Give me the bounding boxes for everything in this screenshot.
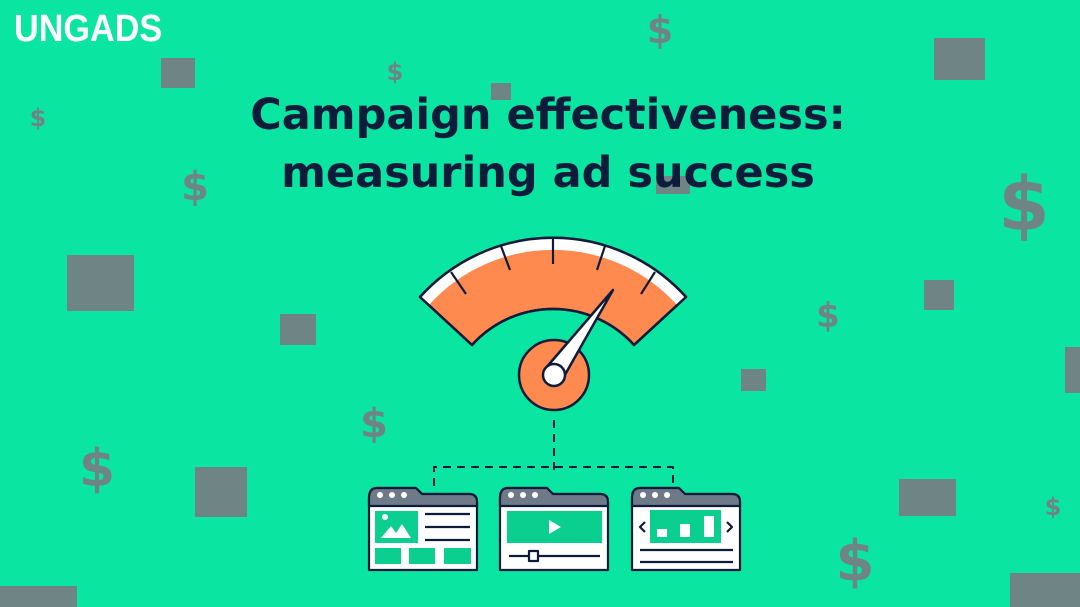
title-line-2: measuring ad success [281,148,815,198]
dollar-icon: $ [998,162,1050,248]
ungads-logo: UNGADS [14,8,163,50]
video-ad-icon [498,486,610,572]
decor-square [1065,347,1080,393]
dollar-icon: $ [816,296,840,336]
decor-square [924,280,954,310]
carousel-ad-icon [630,486,742,572]
decor-square [1010,573,1080,607]
dollar-icon: $ [181,164,209,210]
title-line-1: Campaign effectiveness: [250,90,846,140]
decor-square [0,586,77,607]
connector-lines [433,420,674,486]
decor-square [195,467,247,517]
dollar-icon: $ [1045,493,1062,521]
decor-square [491,83,511,100]
dollar-icon: $ [647,8,673,52]
decor-square [656,176,690,194]
decor-square [899,479,956,516]
dollar-icon: $ [387,58,404,86]
speedometer-icon [418,236,688,412]
decor-square [161,58,195,88]
dollar-icon: $ [79,439,115,499]
dollar-icon: $ [30,104,47,132]
decor-square [280,314,316,345]
page-title: Campaign effectiveness: measuring ad suc… [0,86,1080,202]
dollar-icon: $ [836,529,875,594]
decor-square [67,255,134,311]
dollar-icon: $ [360,401,388,447]
image-ad-icon [367,486,479,572]
decor-square [741,369,766,391]
decor-square [934,38,985,80]
